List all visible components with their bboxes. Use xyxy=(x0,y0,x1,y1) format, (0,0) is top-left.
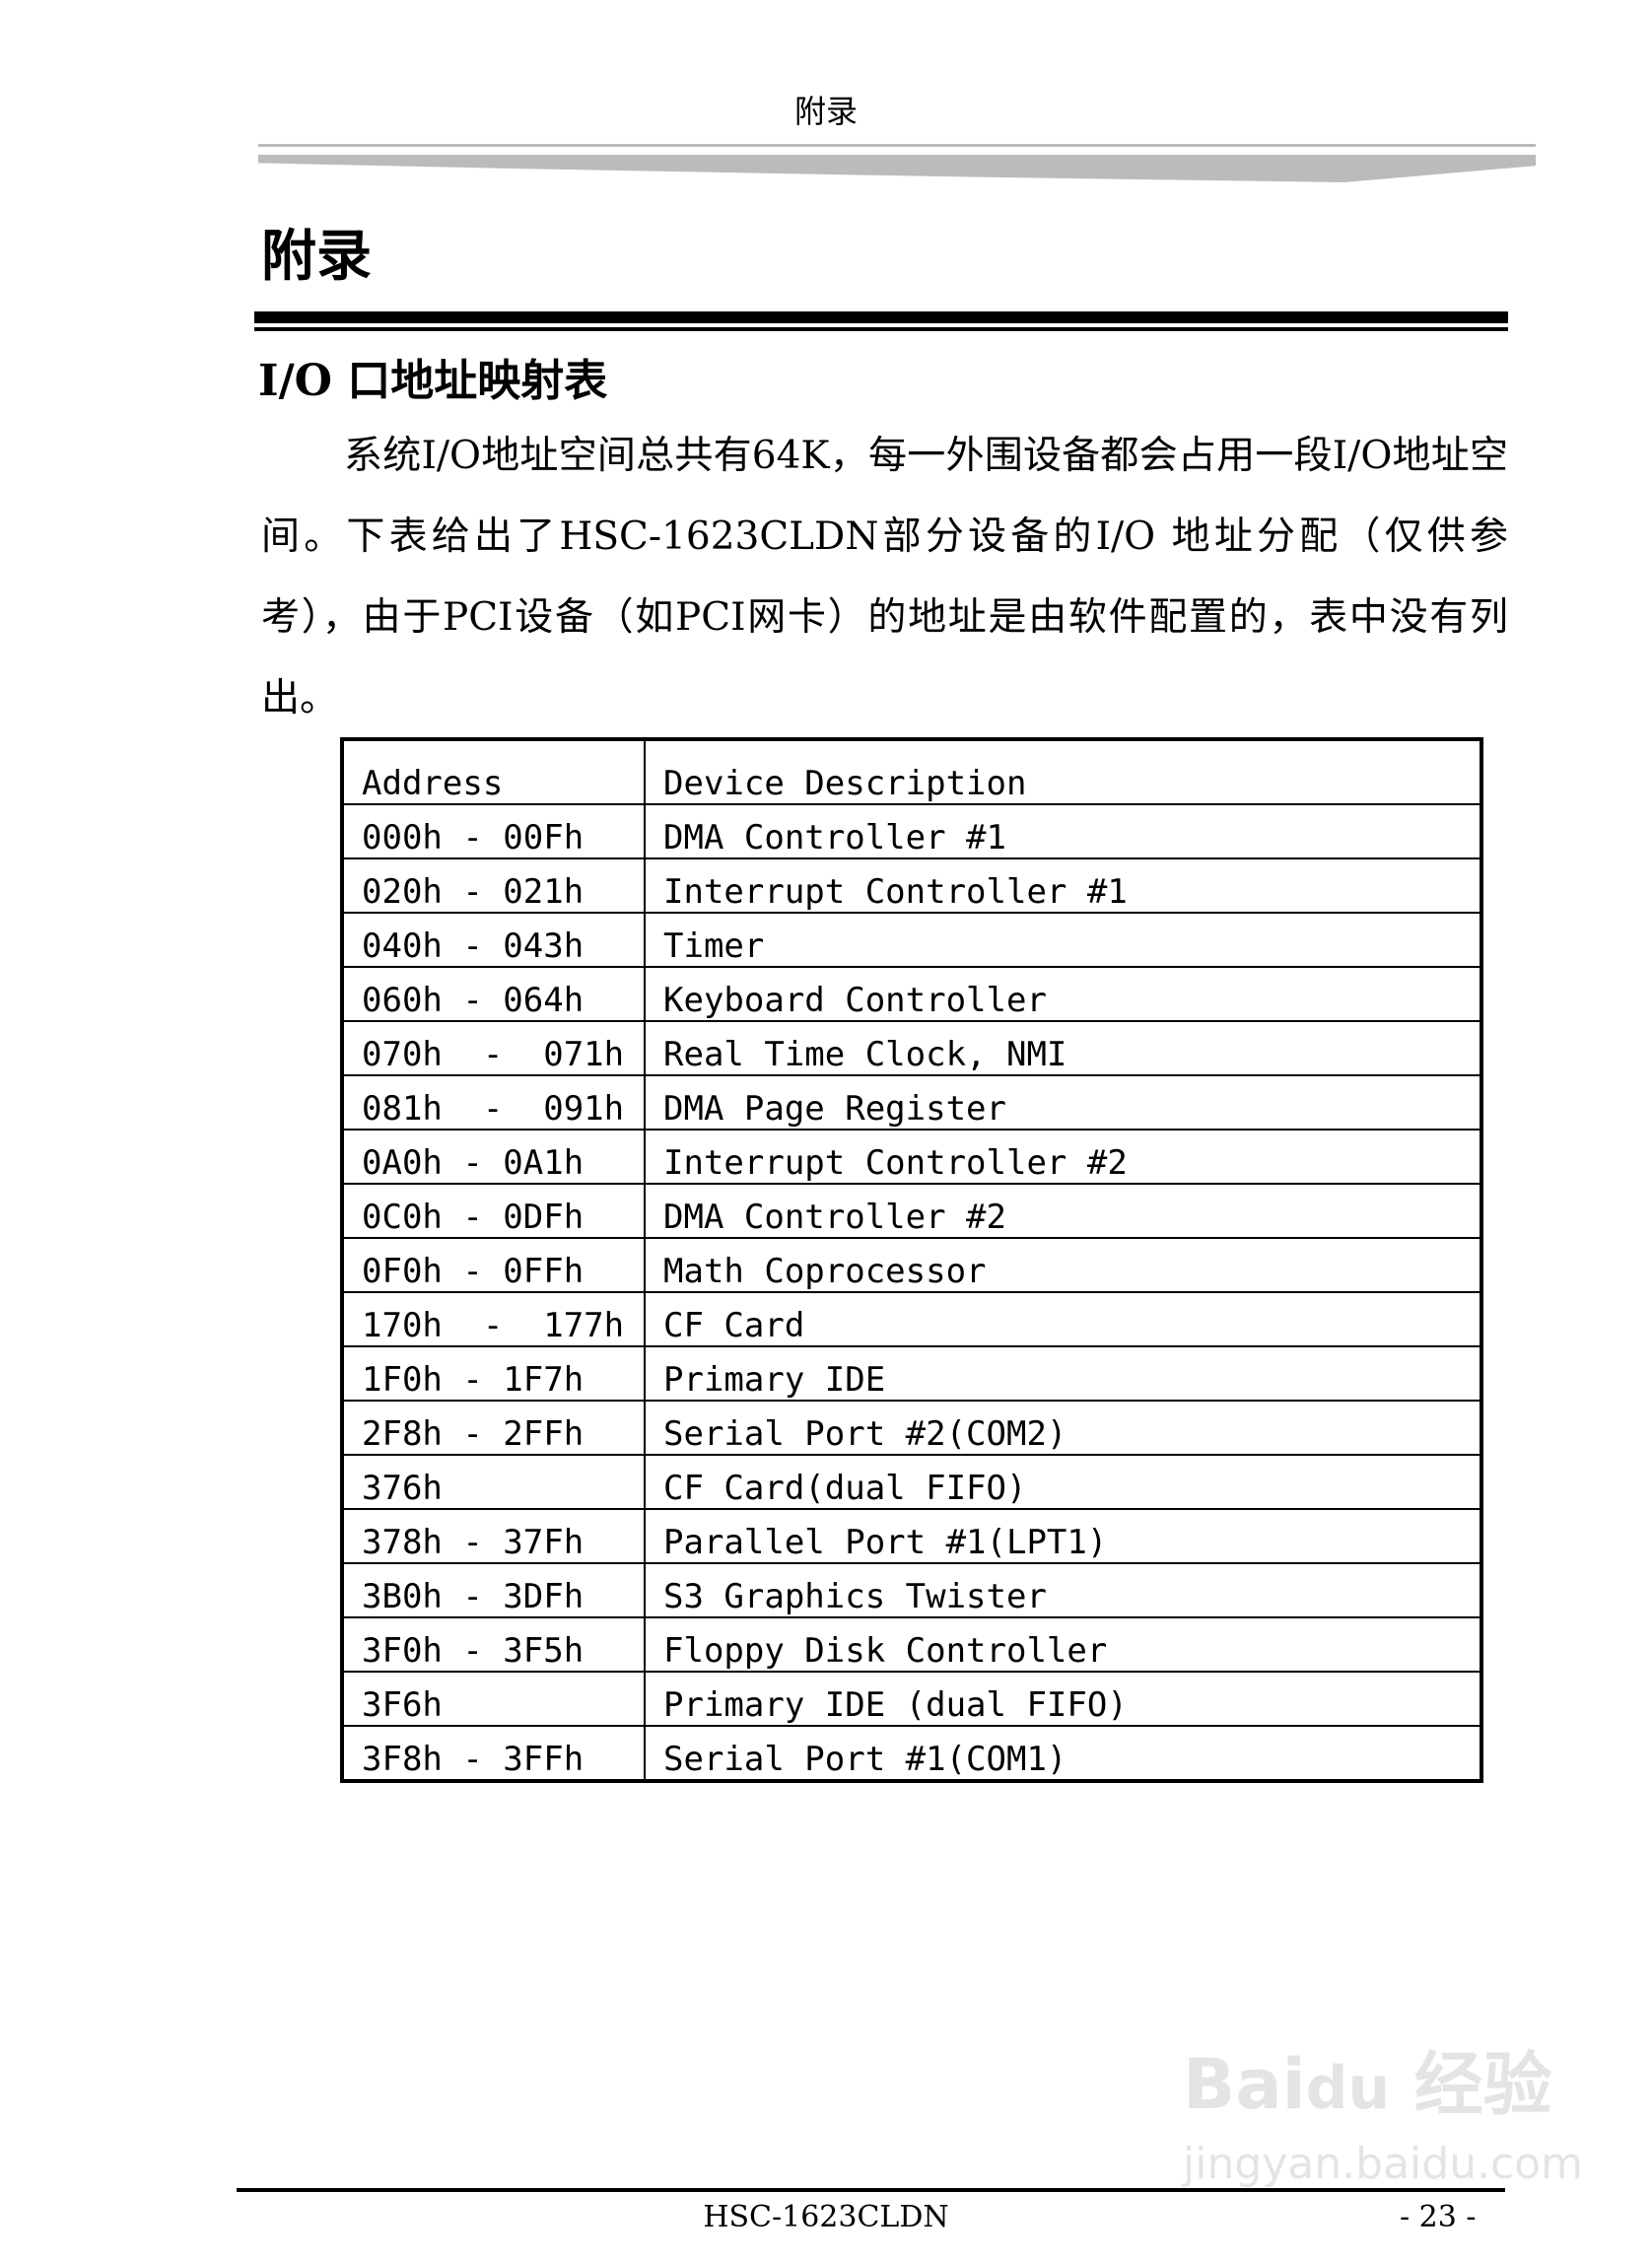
table-row: 2F8h - 2FFh Serial Port #2(COM2) xyxy=(341,1400,1482,1456)
title-rule-thin xyxy=(254,327,1508,331)
table-row: 081h - 091h DMA Page Register xyxy=(341,1074,1482,1131)
table-row: 3F6h Primary IDE (dual FIFO) xyxy=(341,1671,1482,1727)
page-title: 附录 xyxy=(261,224,372,289)
header-decoration xyxy=(258,155,1536,182)
table-row: 3F8h - 3FFh Serial Port #1(COM1) xyxy=(341,1725,1482,1782)
intro-paragraph: 系统I/O地址空间总共有64K，每一外围设备都会占用一段I/O地址空间。下表给出… xyxy=(261,434,1508,720)
description-cell: S3 Graphics Twister xyxy=(644,1562,1482,1618)
table-row: 040h - 043h Timer xyxy=(341,912,1482,968)
table-row: 376h CF Card(dual FIFO) xyxy=(341,1454,1482,1510)
page-number: - 23 - xyxy=(1400,2200,1477,2234)
table-header-row: Address Device Description xyxy=(341,738,1482,805)
address-cell: 000h - 00Fh xyxy=(341,803,646,859)
address-cell: 0C0h - 0DFh xyxy=(341,1183,646,1239)
address-cell: 3B0h - 3DFh xyxy=(341,1562,646,1618)
address-cell: 1F0h - 1F7h xyxy=(341,1345,646,1402)
description-cell: Math Coprocessor xyxy=(644,1237,1482,1293)
address-cell: 0F0h - 0FFh xyxy=(341,1237,646,1293)
table-row: 0A0h - 0A1h Interrupt Controller #2 xyxy=(341,1129,1482,1185)
description-cell: Floppy Disk Controller xyxy=(644,1616,1482,1673)
description-cell: DMA Controller #2 xyxy=(644,1183,1482,1239)
description-cell: Timer xyxy=(644,912,1482,968)
description-cell: Keyboard Controller xyxy=(644,966,1482,1022)
section-heading: I/O 口地址映射表 xyxy=(258,356,608,406)
description-cell: CF Card(dual FIFO) xyxy=(644,1454,1482,1510)
address-cell: 081h - 091h xyxy=(341,1074,646,1131)
description-cell: DMA Controller #1 xyxy=(644,803,1482,859)
description-cell: Primary IDE xyxy=(644,1345,1482,1402)
table-row: 0C0h - 0DFh DMA Controller #2 xyxy=(341,1183,1482,1239)
address-cell: 2F8h - 2FFh xyxy=(341,1400,646,1456)
description-cell: Serial Port #1(COM1) xyxy=(644,1725,1482,1782)
address-cell: 376h xyxy=(341,1454,646,1510)
running-header: 附录 xyxy=(793,93,858,130)
footer-model: HSC-1623CLDN xyxy=(703,2200,949,2234)
description-cell: Interrupt Controller #1 xyxy=(644,857,1482,914)
address-cell: 020h - 021h xyxy=(341,857,646,914)
table-row: 060h - 064h Keyboard Controller xyxy=(341,966,1482,1022)
io-address-table: Address Device Description 000h - 00Fh DM… xyxy=(340,737,1483,1783)
address-cell: 070h - 071h xyxy=(341,1020,646,1076)
address-cell: 170h - 177h xyxy=(341,1291,646,1347)
baidu-watermark-url: jingyan.baidu.com xyxy=(1183,2139,1584,2189)
footer-rule xyxy=(237,2188,1505,2192)
table-row: 020h - 021h Interrupt Controller #1 xyxy=(341,857,1482,914)
header-rule xyxy=(258,144,1536,147)
description-cell: Parallel Port #1(LPT1) xyxy=(644,1508,1482,1564)
table-row: 378h - 37Fh Parallel Port #1(LPT1) xyxy=(341,1508,1482,1564)
baidu-watermark-logo: Baidu 经验 xyxy=(1183,2044,1552,2125)
table-row: 0F0h - 0FFh Math Coprocessor xyxy=(341,1237,1482,1293)
address-cell: 3F0h - 3F5h xyxy=(341,1616,646,1673)
column-header-address: Address xyxy=(341,738,646,805)
address-cell: 0A0h - 0A1h xyxy=(341,1129,646,1185)
title-rule xyxy=(254,311,1508,323)
table-row: 3B0h - 3DFh S3 Graphics Twister xyxy=(341,1562,1482,1618)
address-cell: 060h - 064h xyxy=(341,966,646,1022)
description-cell: Real Time Clock, NMI xyxy=(644,1020,1482,1076)
description-cell: Interrupt Controller #2 xyxy=(644,1129,1482,1185)
description-cell: CF Card xyxy=(644,1291,1482,1347)
description-cell: DMA Page Register xyxy=(644,1074,1482,1131)
column-header-description: Device Description xyxy=(644,738,1482,805)
description-cell: Primary IDE (dual FIFO) xyxy=(644,1671,1482,1727)
address-cell: 378h - 37Fh xyxy=(341,1508,646,1564)
table-row: 170h - 177h CF Card xyxy=(341,1291,1482,1347)
table-row: 3F0h - 3F5h Floppy Disk Controller xyxy=(341,1616,1482,1673)
table-row: 000h - 00Fh DMA Controller #1 xyxy=(341,803,1482,859)
address-cell: 3F8h - 3FFh xyxy=(341,1725,646,1782)
address-cell: 040h - 043h xyxy=(341,912,646,968)
table-row: 1F0h - 1F7h Primary IDE xyxy=(341,1345,1482,1402)
address-cell: 3F6h xyxy=(341,1671,646,1727)
table-row: 070h - 071h Real Time Clock, NMI xyxy=(341,1020,1482,1076)
description-cell: Serial Port #2(COM2) xyxy=(644,1400,1482,1456)
